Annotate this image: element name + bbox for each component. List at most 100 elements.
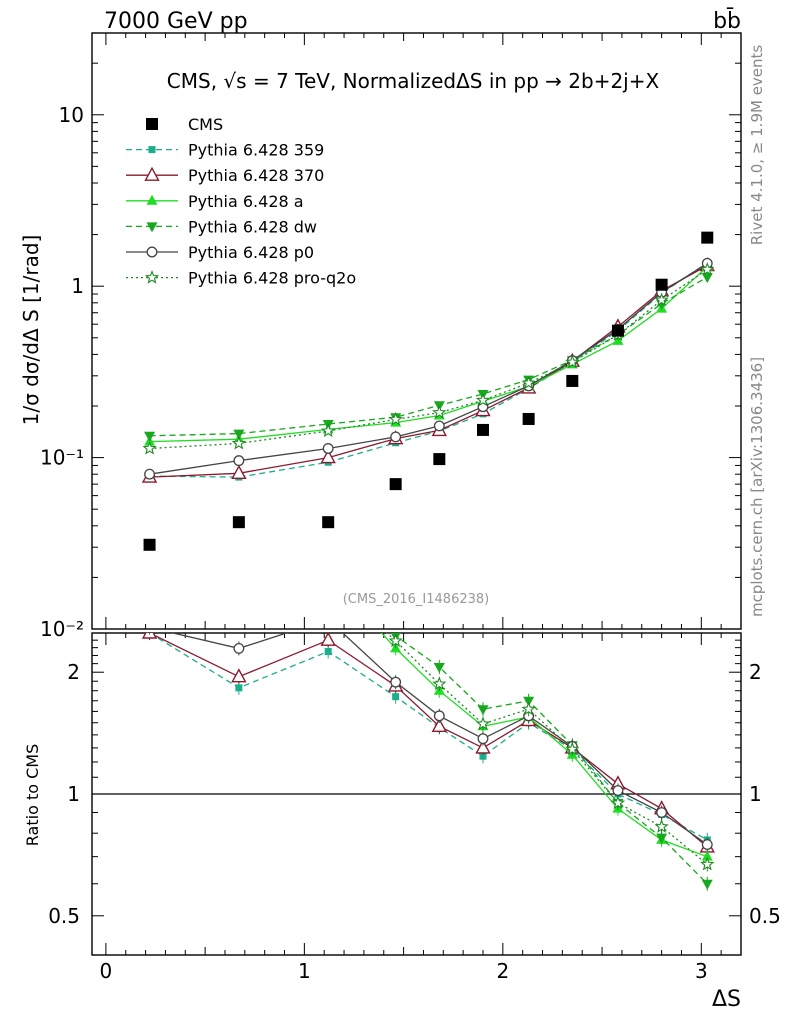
ratio-point-pq2o: [565, 741, 580, 756]
main-series-pdw: [144, 273, 713, 442]
ratio-point-p370: [320, 633, 336, 646]
ratio-point-pp0: [612, 785, 624, 796]
ratio-point-p370: [431, 717, 447, 733]
legend-marker-pq2o: [144, 270, 160, 284]
ratio-line-p359: [149, 633, 708, 841]
main-series-p359: [146, 259, 711, 481]
ratio-point-p370: [231, 668, 247, 683]
ratio-series-pdw: [323, 558, 713, 891]
legend-marker-p370: [144, 166, 160, 181]
ratio-point-pq2o: [323, 574, 334, 585]
main-point-pp0: [144, 468, 156, 480]
legend-entry-pq2o: Pythia 6.428 pro-q2o: [126, 269, 356, 288]
main-point-p370: [231, 464, 247, 479]
main-point-pdw: [701, 273, 713, 284]
ratio-point-pq2o: [388, 633, 403, 648]
main-series-pa: [144, 260, 713, 446]
ratio-point-pq2o: [233, 602, 244, 613]
ratio-panel: Ratio to CMS 0.5 0.5 1 1 2 2 0 1 2 3 ΔS: [23, 558, 781, 1012]
ratio-point-p359: [392, 693, 400, 701]
legend-entry-pdw: Pythia 6.428 dw: [126, 217, 317, 236]
ratio-point-pp0: [656, 807, 668, 818]
main-point-pq2o: [700, 262, 715, 276]
main-y-tick-label: 1: [71, 274, 84, 298]
main-point-pq2o: [565, 354, 580, 369]
ratio-point-pdw: [656, 833, 668, 844]
main-y-tick-label: 10⁻¹: [40, 446, 84, 470]
ratio-series-p370: [141, 633, 715, 854]
ratio-point-p370: [475, 739, 491, 754]
ratio-point-pq2o: [144, 562, 155, 573]
ratio-y-tick-label-right: 0.5: [749, 904, 781, 928]
legend-label-pp0: Pythia 6.428 p0: [188, 243, 314, 262]
main-point-cms: [522, 412, 535, 425]
main-line-p370: [149, 264, 708, 478]
ratio-point-pdw: [701, 879, 713, 890]
main-line-pdw: [149, 276, 708, 437]
process-label: bb̄: [713, 8, 741, 34]
legend-marker-cms: [146, 118, 158, 130]
legend-marker-pp0: [146, 246, 158, 258]
legend-label-pa: Pythia 6.428 a: [188, 192, 304, 211]
legend: CMS Pythia 6.428 359 Pythia 6.428 370 Pythi…: [126, 115, 356, 288]
main-point-cms: [322, 516, 335, 529]
main-axis-ticks: 10⁻² 10⁻¹ 1 10: [40, 32, 742, 641]
main-point-pq2o: [142, 441, 157, 455]
ratio-series-pq2o: [144, 562, 715, 872]
main-series-cms: [143, 231, 714, 551]
main-y-axis-label: 1/σ dσ/dΔ S [1/rad]: [19, 235, 43, 426]
ratio-point-pq2o: [700, 856, 715, 871]
legend-label-p370: Pythia 6.428 370: [188, 166, 324, 185]
main-plot-frame: [91, 32, 742, 630]
ratio-y-tick-label-right: 1: [749, 782, 762, 806]
ratio-point-pp0: [701, 839, 713, 850]
ratio-point-pp0: [433, 710, 445, 722]
analysis-tag: (CMS_2016_I1486238): [343, 592, 490, 607]
ratio-point-p359: [324, 648, 332, 656]
main-point-cms: [611, 324, 624, 337]
ratio-series-group: [141, 558, 715, 891]
main-point-pp0: [433, 420, 445, 432]
ratio-point-pdw: [323, 558, 334, 568]
legend-entry-p359: Pythia 6.428 359: [126, 141, 324, 160]
main-point-pq2o: [231, 435, 247, 450]
legend-marker-pdw: [146, 222, 158, 233]
ratio-point-p370: [141, 633, 158, 639]
main-point-cms: [655, 278, 668, 291]
ratio-y-tick-label-left: 1: [67, 782, 80, 806]
energy-label: 7000 GeV pp: [104, 9, 248, 34]
main-line-pa: [149, 266, 708, 443]
ratio-y-tick-label-right: 2: [749, 660, 762, 684]
main-series-pq2o: [142, 262, 715, 455]
ratio-line-p370: [149, 633, 708, 848]
main-point-pp0: [322, 443, 334, 454]
main-point-pq2o: [321, 423, 336, 437]
main-chart-title: CMS, √s = 7 TeV, NormalizedΔS in pp → 2b…: [167, 69, 660, 93]
ratio-y-tick-label-left: 0.5: [48, 904, 80, 928]
legend-label-pq2o: Pythia 6.428 pro-q2o: [188, 269, 356, 288]
ratio-point-pp0: [390, 676, 402, 688]
ratio-line-pdw: [392, 633, 708, 885]
main-point-pp0: [233, 455, 245, 467]
ratio-point-pq2o: [475, 716, 491, 731]
main-series-p370: [141, 257, 715, 483]
x-tick-label: 3: [695, 959, 708, 983]
ratio-point-pa: [233, 592, 244, 602]
ratio-y-tick-label-left: 2: [67, 660, 80, 684]
main-line-pp0: [149, 262, 708, 475]
ratio-point-pdw: [433, 663, 445, 674]
ratio-point-pa: [701, 850, 713, 861]
main-point-cms: [476, 423, 489, 436]
main-point-pq2o: [654, 292, 669, 307]
ratio-point-pdw: [523, 696, 535, 707]
main-point-pp0: [390, 431, 402, 443]
ratio-axis-ticks: 0.5 0.5 1 1 2 2 0 1 2 3: [48, 632, 781, 983]
legend-entry-cms: CMS: [146, 115, 223, 134]
main-point-pq2o: [432, 405, 447, 419]
ratio-point-pp0: [145, 623, 155, 633]
ratio-point-pp0: [233, 642, 245, 654]
x-tick-label: 2: [496, 959, 509, 983]
ratio-point-pp0: [323, 615, 333, 625]
main-point-cms: [389, 478, 402, 491]
legend-entry-pp0: Pythia 6.428 p0: [126, 243, 314, 262]
